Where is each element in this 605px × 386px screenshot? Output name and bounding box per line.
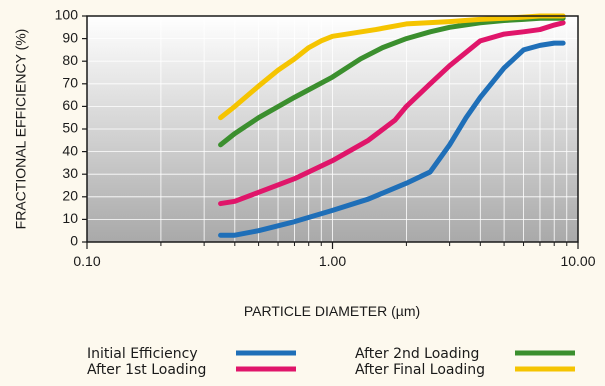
grid-lines xyxy=(87,16,578,242)
x-axis-ticks: 0.10 1.00 10.00 xyxy=(73,242,596,269)
y-tick-label: 10 xyxy=(62,210,78,226)
series-lines xyxy=(218,13,566,238)
y-tick-label: 100 xyxy=(55,7,79,23)
y-tick-label: 90 xyxy=(62,29,78,45)
y-tick-label: 70 xyxy=(62,75,78,91)
y-axis-label: FRACTIONAL EFFICIENCY (%) xyxy=(13,29,29,230)
legend-label-2: After 2nd Loading xyxy=(355,346,479,362)
legend-label-1: After 1st Loading xyxy=(87,362,206,378)
y-tick-label: 30 xyxy=(62,165,78,181)
legend-label-3: After Final Loading xyxy=(355,362,485,378)
y-tick-label: 40 xyxy=(62,142,78,158)
x-tick-label: 10.00 xyxy=(560,253,595,269)
y-tick-label: 50 xyxy=(62,120,78,136)
y-tick-label: 60 xyxy=(62,97,78,113)
series-line-0 xyxy=(218,40,566,238)
x-tick-label: 0.10 xyxy=(73,253,100,269)
y-tick-label: 80 xyxy=(62,52,78,68)
x-axis-label: PARTICLE DIAMETER (µm) xyxy=(244,303,420,319)
y-tick-label: 20 xyxy=(62,188,78,204)
y-axis-ticks: 0 10 20 30 40 50 60 70 80 90 100 xyxy=(55,7,87,249)
y-tick-label: 0 xyxy=(70,233,78,249)
x-tick-label: 1.00 xyxy=(319,253,346,269)
series-line-1 xyxy=(218,20,566,207)
legend-label-0: Initial Efficiency xyxy=(87,346,198,362)
series-line-3 xyxy=(218,13,566,121)
